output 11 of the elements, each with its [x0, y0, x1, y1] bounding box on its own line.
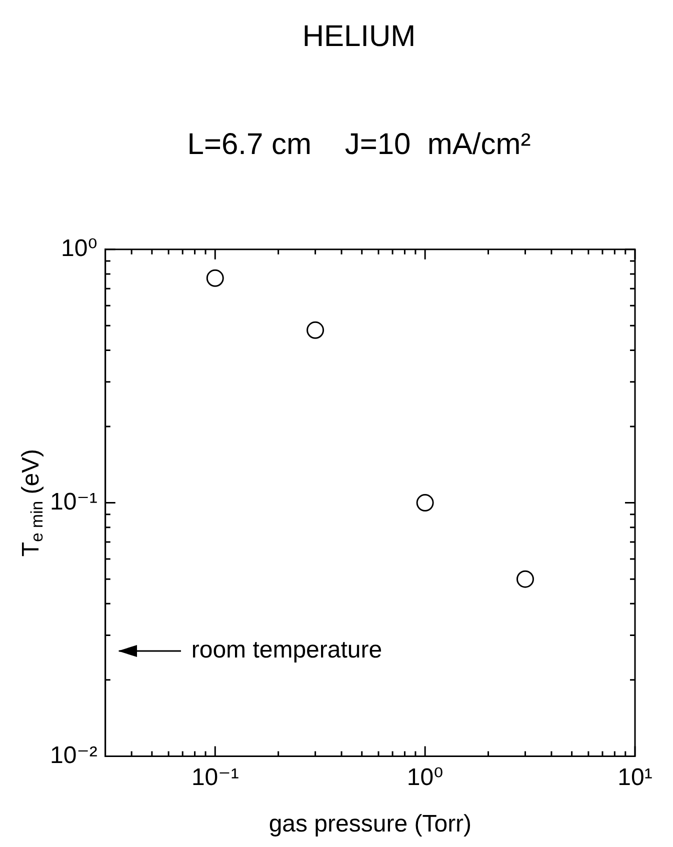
- x-tick-label: 10⁻¹: [191, 764, 239, 792]
- chart-title: HELIUM: [301, 20, 417, 54]
- x-tick-label: 10⁰: [406, 764, 444, 792]
- y-tick-label: 10⁻²: [50, 742, 98, 769]
- y-tick-label: 10⁻¹: [50, 488, 98, 516]
- y-axis-title: Te min (eV): [18, 448, 47, 557]
- x-axis-title: gas pressure (Torr): [268, 810, 472, 838]
- ref-line-label: room temperature: [191, 636, 382, 664]
- y-tick-label: 10⁰: [61, 235, 98, 262]
- x-tick-label: 10¹: [618, 764, 652, 792]
- chart-subtitle: L=6.7 cm J=10 mA/cm²: [186, 128, 532, 162]
